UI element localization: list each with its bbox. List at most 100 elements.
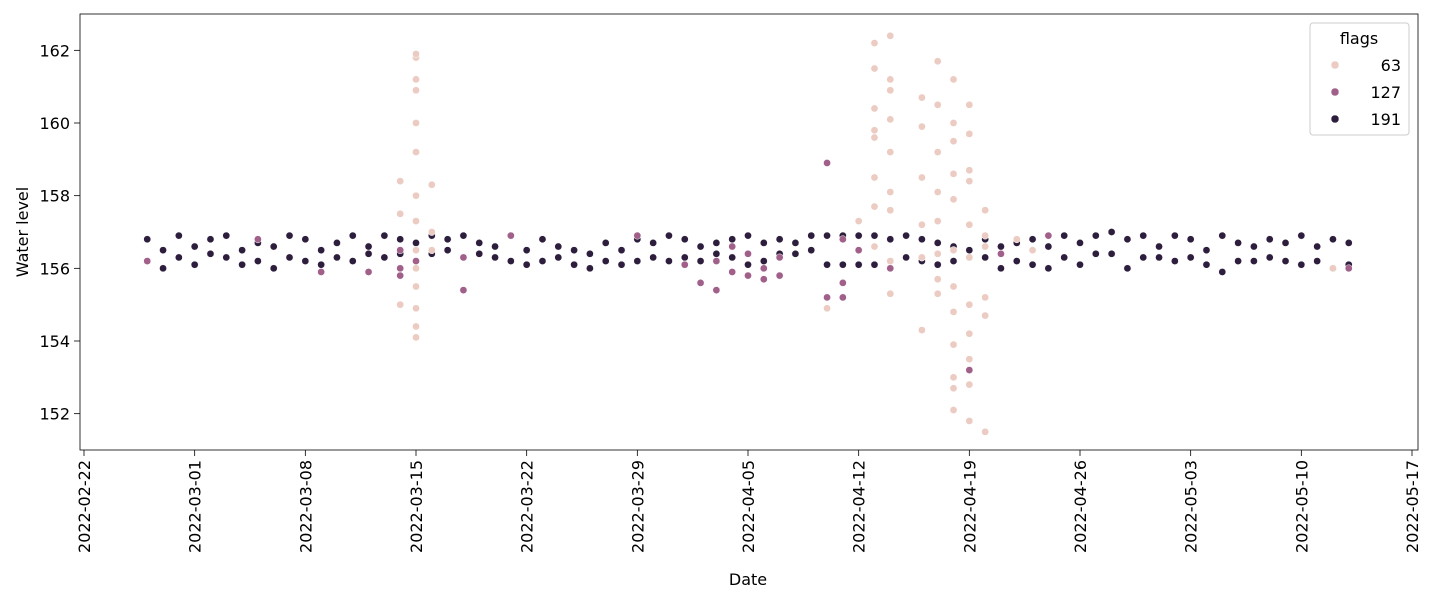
data-point	[427, 246, 436, 255]
data-point	[317, 268, 325, 276]
data-point	[1297, 231, 1306, 240]
data-point	[886, 257, 895, 265]
data-point	[696, 257, 705, 265]
data-point	[965, 246, 974, 255]
data-point	[886, 289, 895, 298]
data-point	[981, 253, 989, 262]
data-point	[1107, 249, 1116, 258]
y-tick-label: 160	[39, 114, 70, 133]
data-point	[712, 249, 721, 258]
data-point	[680, 235, 689, 244]
data-point	[870, 231, 879, 240]
data-point	[665, 231, 673, 240]
data-point	[870, 39, 879, 47]
data-point	[175, 231, 183, 240]
data-point	[491, 253, 499, 262]
data-point	[586, 264, 594, 273]
data-point	[254, 257, 262, 265]
data-point	[744, 271, 752, 280]
data-point	[949, 257, 958, 265]
data-point	[981, 242, 989, 251]
data-point	[1091, 231, 1100, 240]
data-point	[997, 242, 1005, 251]
data-point	[190, 260, 199, 269]
data-point	[949, 340, 958, 349]
data-point	[696, 279, 705, 287]
data-point	[143, 235, 152, 244]
data-point	[854, 260, 863, 269]
data-point	[791, 239, 800, 247]
data-point	[459, 231, 468, 240]
data-point	[854, 217, 863, 225]
data-point	[839, 293, 847, 302]
data-point	[870, 260, 879, 269]
data-point	[839, 260, 847, 269]
data-point	[807, 246, 816, 255]
legend-label: 63	[1381, 56, 1401, 75]
data-point	[396, 271, 405, 280]
legend-marker	[1330, 60, 1340, 70]
data-point	[728, 268, 737, 276]
data-point	[1297, 260, 1306, 269]
data-point	[728, 242, 737, 251]
data-point	[1171, 231, 1179, 240]
data-point	[380, 231, 389, 240]
data-point	[412, 282, 420, 291]
data-point	[507, 231, 515, 240]
data-point	[933, 249, 942, 258]
data-point	[870, 126, 879, 135]
data-point	[175, 253, 183, 262]
data-point	[1028, 260, 1037, 269]
data-point	[870, 104, 879, 113]
data-point	[364, 242, 373, 251]
data-point	[933, 188, 942, 196]
data-point	[380, 253, 389, 262]
data-point	[759, 257, 768, 265]
data-point	[412, 304, 420, 313]
x-tick-label: 2022-03-29	[628, 460, 647, 553]
data-point	[412, 322, 420, 331]
data-point	[1234, 239, 1242, 247]
data-point	[1123, 235, 1132, 244]
data-point	[1186, 235, 1195, 244]
data-point	[965, 100, 974, 109]
data-point	[601, 257, 610, 265]
data-point	[1028, 246, 1037, 255]
data-point	[918, 173, 926, 182]
data-point	[949, 246, 958, 255]
data-point	[823, 260, 831, 269]
data-point	[744, 249, 752, 258]
data-point	[696, 242, 705, 251]
x-tick-label: 2022-03-22	[518, 460, 537, 553]
data-point	[775, 235, 784, 244]
data-point	[1028, 235, 1037, 244]
data-point	[333, 253, 341, 262]
data-point	[965, 366, 974, 374]
data-point	[997, 249, 1005, 258]
data-point	[1329, 264, 1337, 273]
data-point	[965, 177, 974, 185]
data-point	[1281, 239, 1290, 247]
data-point	[949, 119, 958, 127]
data-point	[886, 75, 895, 84]
data-point	[1139, 231, 1148, 240]
legend-marker	[1330, 87, 1340, 97]
data-point	[759, 264, 768, 273]
data-point	[427, 228, 436, 236]
data-point	[933, 260, 942, 269]
x-tick-label: 2022-04-26	[1071, 460, 1090, 553]
legend-label: 191	[1370, 110, 1401, 129]
data-point	[570, 260, 578, 269]
data-point	[1171, 257, 1179, 265]
data-point	[412, 333, 420, 342]
data-point	[1076, 239, 1084, 247]
data-point	[712, 286, 721, 294]
data-point	[870, 64, 879, 73]
data-point	[206, 249, 215, 258]
data-point	[443, 246, 452, 255]
data-point	[949, 282, 958, 291]
data-point	[949, 406, 958, 414]
data-point	[649, 253, 657, 262]
data-point	[285, 231, 294, 240]
